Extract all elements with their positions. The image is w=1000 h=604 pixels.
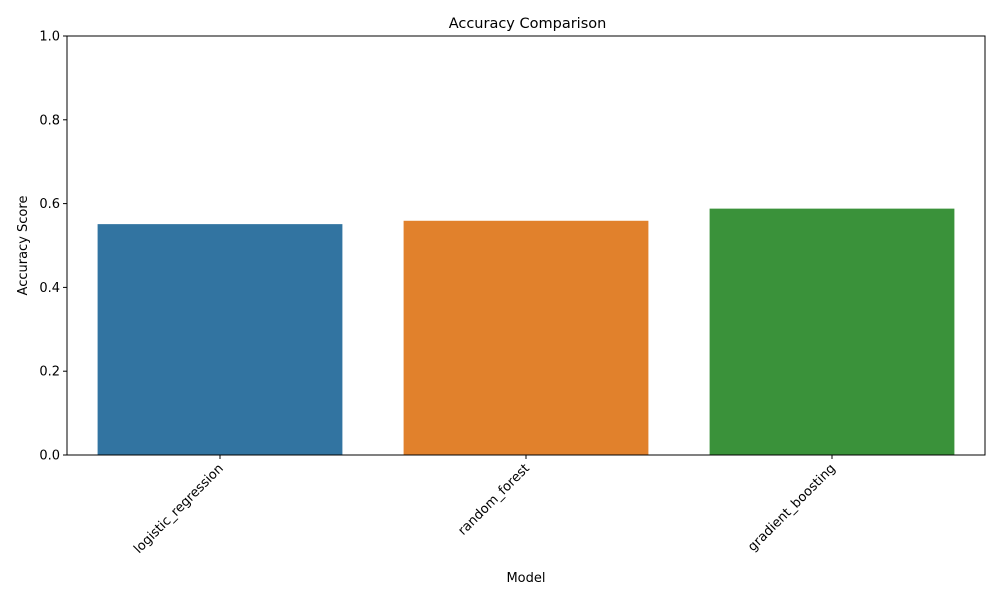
y-tick-label: 0.8: [39, 113, 60, 128]
y-axis-ticks: 0.0 0.2 0.4 0.6 0.8 1.0: [39, 30, 67, 464]
y-tick-label: 1.0: [39, 30, 60, 45]
y-tick-label: 0.2: [39, 365, 60, 380]
x-tick-label: gradient_boosting: [745, 461, 839, 555]
x-tick-label: logistic_regression: [131, 461, 227, 557]
x-axis-ticks: logistic_regression random_forest gradient…: [131, 455, 839, 557]
bar-gradient-boosting: [709, 208, 955, 455]
chart-title: Accuracy Comparison: [449, 16, 607, 32]
y-axis-label: Accuracy Score: [16, 196, 31, 296]
plot-frame: [66, 35, 986, 456]
y-tick-label: 0.4: [39, 281, 60, 296]
y-tick-label: 0.0: [39, 449, 60, 464]
bar-random-forest: [403, 220, 649, 455]
y-tick-label: 0.6: [39, 197, 60, 212]
bar-logistic-regression: [97, 224, 343, 455]
bars-group: [97, 208, 955, 455]
x-axis-label: Model: [506, 571, 545, 586]
x-tick-label: random_forest: [455, 461, 532, 538]
